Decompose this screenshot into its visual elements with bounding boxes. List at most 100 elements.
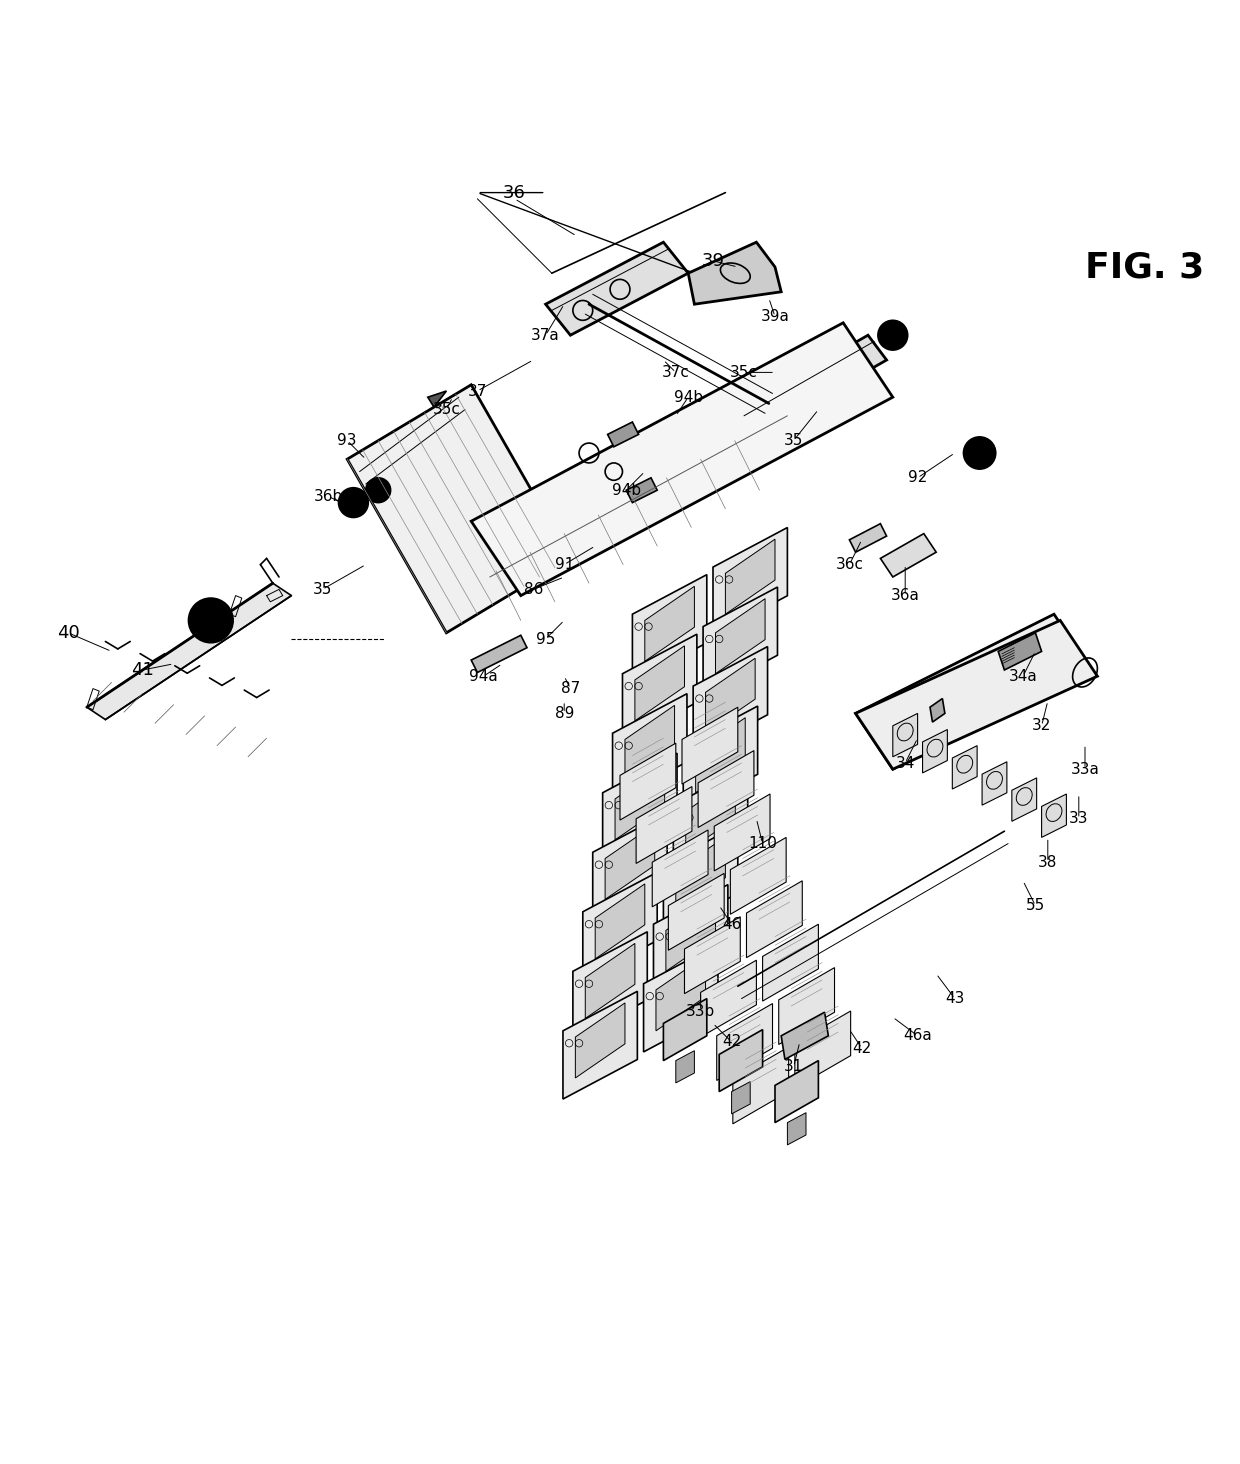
Polygon shape <box>666 896 715 971</box>
Text: FIG. 3: FIG. 3 <box>1085 250 1204 284</box>
Text: 37: 37 <box>467 384 487 398</box>
Polygon shape <box>717 1003 773 1080</box>
Polygon shape <box>663 826 738 933</box>
Polygon shape <box>686 777 735 852</box>
Text: 31: 31 <box>784 1060 804 1075</box>
Text: 94a: 94a <box>469 669 498 684</box>
Text: 42: 42 <box>852 1041 872 1056</box>
Polygon shape <box>673 766 748 874</box>
Text: 33: 33 <box>1069 811 1089 826</box>
Polygon shape <box>806 363 818 382</box>
Text: 36b: 36b <box>314 489 343 504</box>
Polygon shape <box>652 830 708 906</box>
Text: 40: 40 <box>57 624 79 641</box>
Text: 37c: 37c <box>662 365 689 379</box>
Polygon shape <box>781 1012 828 1060</box>
Polygon shape <box>620 744 676 820</box>
Polygon shape <box>856 615 1091 769</box>
Text: 39: 39 <box>702 252 724 269</box>
Text: 55: 55 <box>1025 897 1045 914</box>
Polygon shape <box>703 587 777 695</box>
Polygon shape <box>893 713 918 757</box>
Polygon shape <box>626 477 657 502</box>
Polygon shape <box>645 586 694 662</box>
Polygon shape <box>730 837 786 915</box>
Text: 87: 87 <box>560 681 580 695</box>
Polygon shape <box>608 422 639 447</box>
Polygon shape <box>787 1113 806 1145</box>
Polygon shape <box>676 837 725 912</box>
Circle shape <box>339 488 368 517</box>
Text: 32: 32 <box>1032 719 1052 733</box>
Text: 92: 92 <box>908 470 928 485</box>
Polygon shape <box>688 242 781 305</box>
Polygon shape <box>725 539 775 615</box>
Text: 43: 43 <box>945 991 965 1006</box>
Circle shape <box>188 599 233 643</box>
Polygon shape <box>1042 793 1066 837</box>
Polygon shape <box>682 707 738 785</box>
Text: 94b: 94b <box>611 483 641 498</box>
Text: 93: 93 <box>337 433 357 448</box>
Polygon shape <box>683 706 758 814</box>
Polygon shape <box>625 706 675 780</box>
Text: 33a: 33a <box>1070 761 1100 777</box>
Text: 35: 35 <box>784 433 804 448</box>
Polygon shape <box>573 931 647 1039</box>
Polygon shape <box>663 998 707 1060</box>
Polygon shape <box>632 575 707 682</box>
Polygon shape <box>880 533 936 577</box>
Polygon shape <box>676 1051 694 1083</box>
Polygon shape <box>563 991 637 1099</box>
Polygon shape <box>636 786 692 864</box>
Text: 36: 36 <box>503 183 526 202</box>
Polygon shape <box>923 729 947 773</box>
Text: 39a: 39a <box>760 309 790 324</box>
Text: 35c: 35c <box>730 365 758 379</box>
Polygon shape <box>763 924 818 1001</box>
Polygon shape <box>575 1003 625 1078</box>
Polygon shape <box>622 634 697 742</box>
Polygon shape <box>471 635 527 672</box>
Polygon shape <box>613 694 687 801</box>
Polygon shape <box>635 646 684 720</box>
Polygon shape <box>668 874 724 950</box>
Polygon shape <box>779 968 835 1044</box>
Polygon shape <box>732 1082 750 1114</box>
Text: 86: 86 <box>523 581 543 597</box>
Text: 34a: 34a <box>1008 669 1038 684</box>
Polygon shape <box>738 335 887 435</box>
Text: 36c: 36c <box>836 558 863 572</box>
Circle shape <box>366 477 391 502</box>
Text: 35c: 35c <box>433 403 460 417</box>
Polygon shape <box>644 944 718 1053</box>
Circle shape <box>963 436 996 468</box>
Text: 89: 89 <box>554 706 574 720</box>
Polygon shape <box>856 621 1097 769</box>
Polygon shape <box>795 1012 851 1088</box>
Text: 46a: 46a <box>903 1028 932 1044</box>
Polygon shape <box>701 960 756 1037</box>
Polygon shape <box>698 751 754 827</box>
Polygon shape <box>713 527 787 635</box>
Polygon shape <box>603 752 677 861</box>
Polygon shape <box>347 385 570 632</box>
Polygon shape <box>605 824 655 899</box>
Polygon shape <box>471 322 893 596</box>
Text: 42: 42 <box>722 1035 742 1050</box>
Polygon shape <box>719 1029 763 1092</box>
Circle shape <box>878 321 908 350</box>
Polygon shape <box>696 717 745 793</box>
Text: 91: 91 <box>554 558 574 572</box>
Polygon shape <box>746 881 802 957</box>
Text: 36a: 36a <box>890 589 920 603</box>
Polygon shape <box>585 943 635 1019</box>
Polygon shape <box>615 764 665 840</box>
Text: 38: 38 <box>1038 855 1058 870</box>
Polygon shape <box>775 1060 818 1123</box>
Circle shape <box>198 608 223 632</box>
Polygon shape <box>87 583 291 720</box>
Polygon shape <box>583 873 657 979</box>
Polygon shape <box>715 599 765 673</box>
Circle shape <box>967 441 992 466</box>
